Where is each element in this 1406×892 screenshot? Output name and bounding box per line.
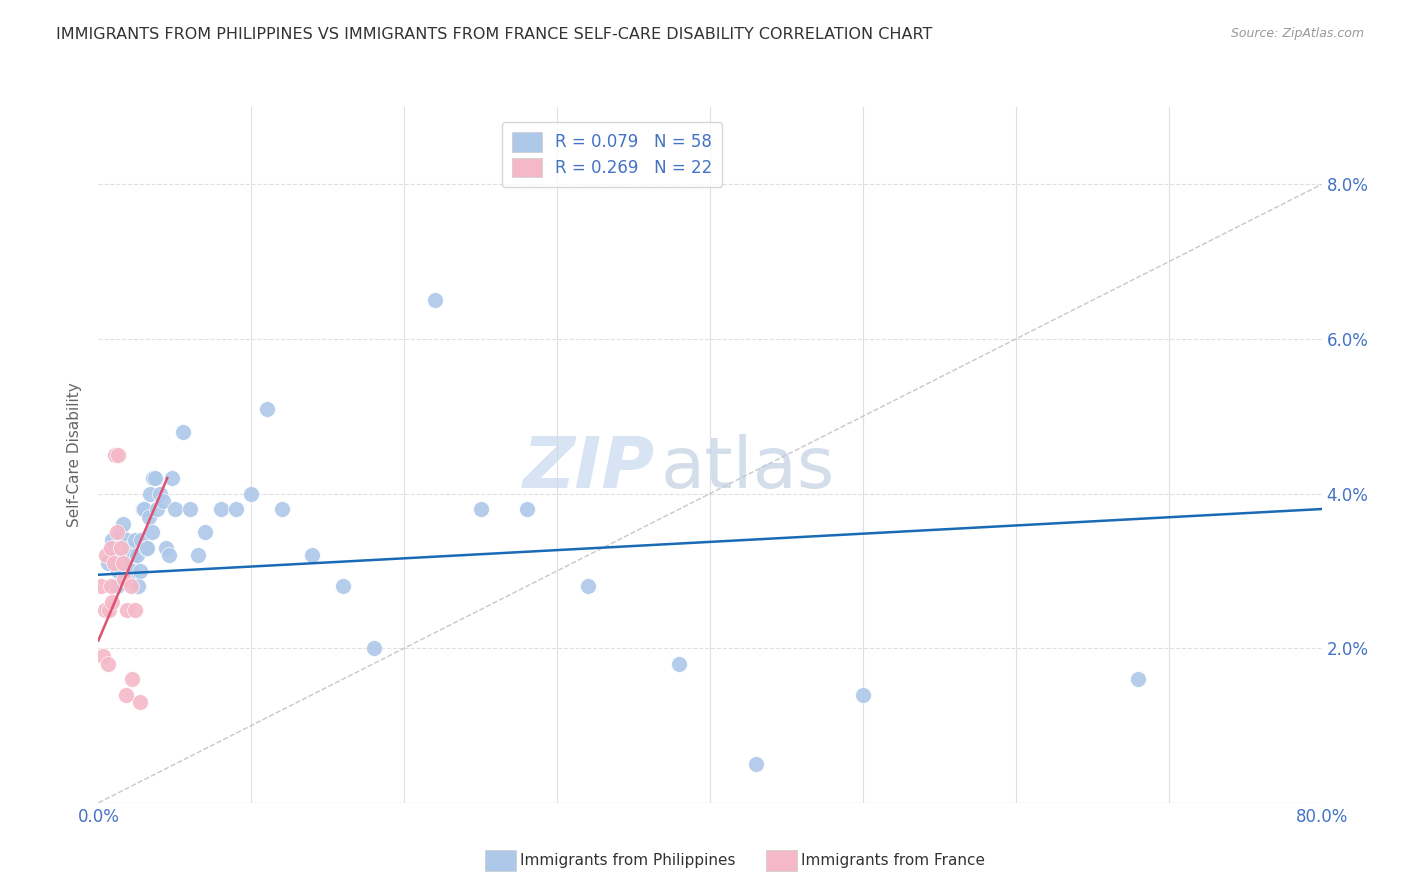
Point [187,549,209,563]
Point [118,541,141,555]
Point [852,688,875,702]
Point [136,541,159,555]
Point [107,448,129,462]
Point [103,556,125,570]
Point [576,579,599,593]
Point [90,579,112,593]
Point [194,525,217,540]
Point [91,648,114,663]
Point [97,556,120,570]
Point [143,471,166,485]
Point [172,425,194,439]
Point [127,579,149,593]
Point [423,293,446,308]
Point [149,486,172,500]
Point [332,579,354,593]
Point [128,695,150,709]
Point [111,556,134,570]
Point [152,494,174,508]
Point [104,448,127,462]
Y-axis label: Self-Care Disability: Self-Care Disability [67,383,83,527]
Point [111,517,134,532]
Point [134,502,156,516]
Point [120,579,142,593]
Point [124,533,146,547]
Text: Immigrants from France: Immigrants from France [801,854,986,868]
Point [179,502,201,516]
Point [121,672,143,686]
Point [100,541,122,555]
Point [94,549,117,563]
Point [145,502,167,516]
Point [745,757,768,772]
Point [93,602,115,616]
Point [301,549,323,563]
Text: Immigrants from Philippines: Immigrants from Philippines [520,854,735,868]
Point [142,471,165,485]
Point [108,525,131,540]
Point [117,602,139,616]
Point [112,549,135,563]
Point [270,502,292,516]
Point [100,541,122,555]
Point [110,549,132,563]
Point [124,602,146,616]
Point [209,502,232,516]
Point [110,541,132,555]
Point [160,471,183,485]
Point [125,549,148,563]
Point [138,509,160,524]
Point [105,525,128,540]
Point [128,564,150,578]
Point [107,564,129,578]
Point [115,688,138,702]
Point [135,541,157,555]
Point [97,657,120,671]
Point [120,556,142,570]
Text: atlas: atlas [661,434,835,503]
Point [157,549,180,563]
Point [240,486,263,500]
Point [141,525,163,540]
Point [668,657,690,671]
Text: ZIP: ZIP [523,434,655,503]
Text: Source: ZipAtlas.com: Source: ZipAtlas.com [1230,27,1364,40]
Point [363,641,385,656]
Point [129,533,152,547]
Point [516,502,538,516]
Point [117,533,139,547]
Point [112,572,135,586]
Point [470,502,492,516]
Point [115,556,138,570]
Point [105,579,128,593]
Point [101,595,124,609]
Point [103,541,125,555]
Point [104,549,127,563]
Point [100,579,122,593]
Legend: R = 0.079   N = 58, R = 0.269   N = 22: R = 0.079 N = 58, R = 0.269 N = 22 [502,122,723,187]
Point [121,564,143,578]
Text: IMMIGRANTS FROM PHILIPPINES VS IMMIGRANTS FROM FRANCE SELF-CARE DISABILITY CORRE: IMMIGRANTS FROM PHILIPPINES VS IMMIGRANT… [56,27,932,42]
Point [139,486,162,500]
Point [225,502,247,516]
Point [101,533,124,547]
Point [163,502,186,516]
Point [155,541,177,555]
Point [132,502,155,516]
Point [122,549,145,563]
Point [256,401,278,416]
Point [1128,672,1150,686]
Point [98,602,121,616]
